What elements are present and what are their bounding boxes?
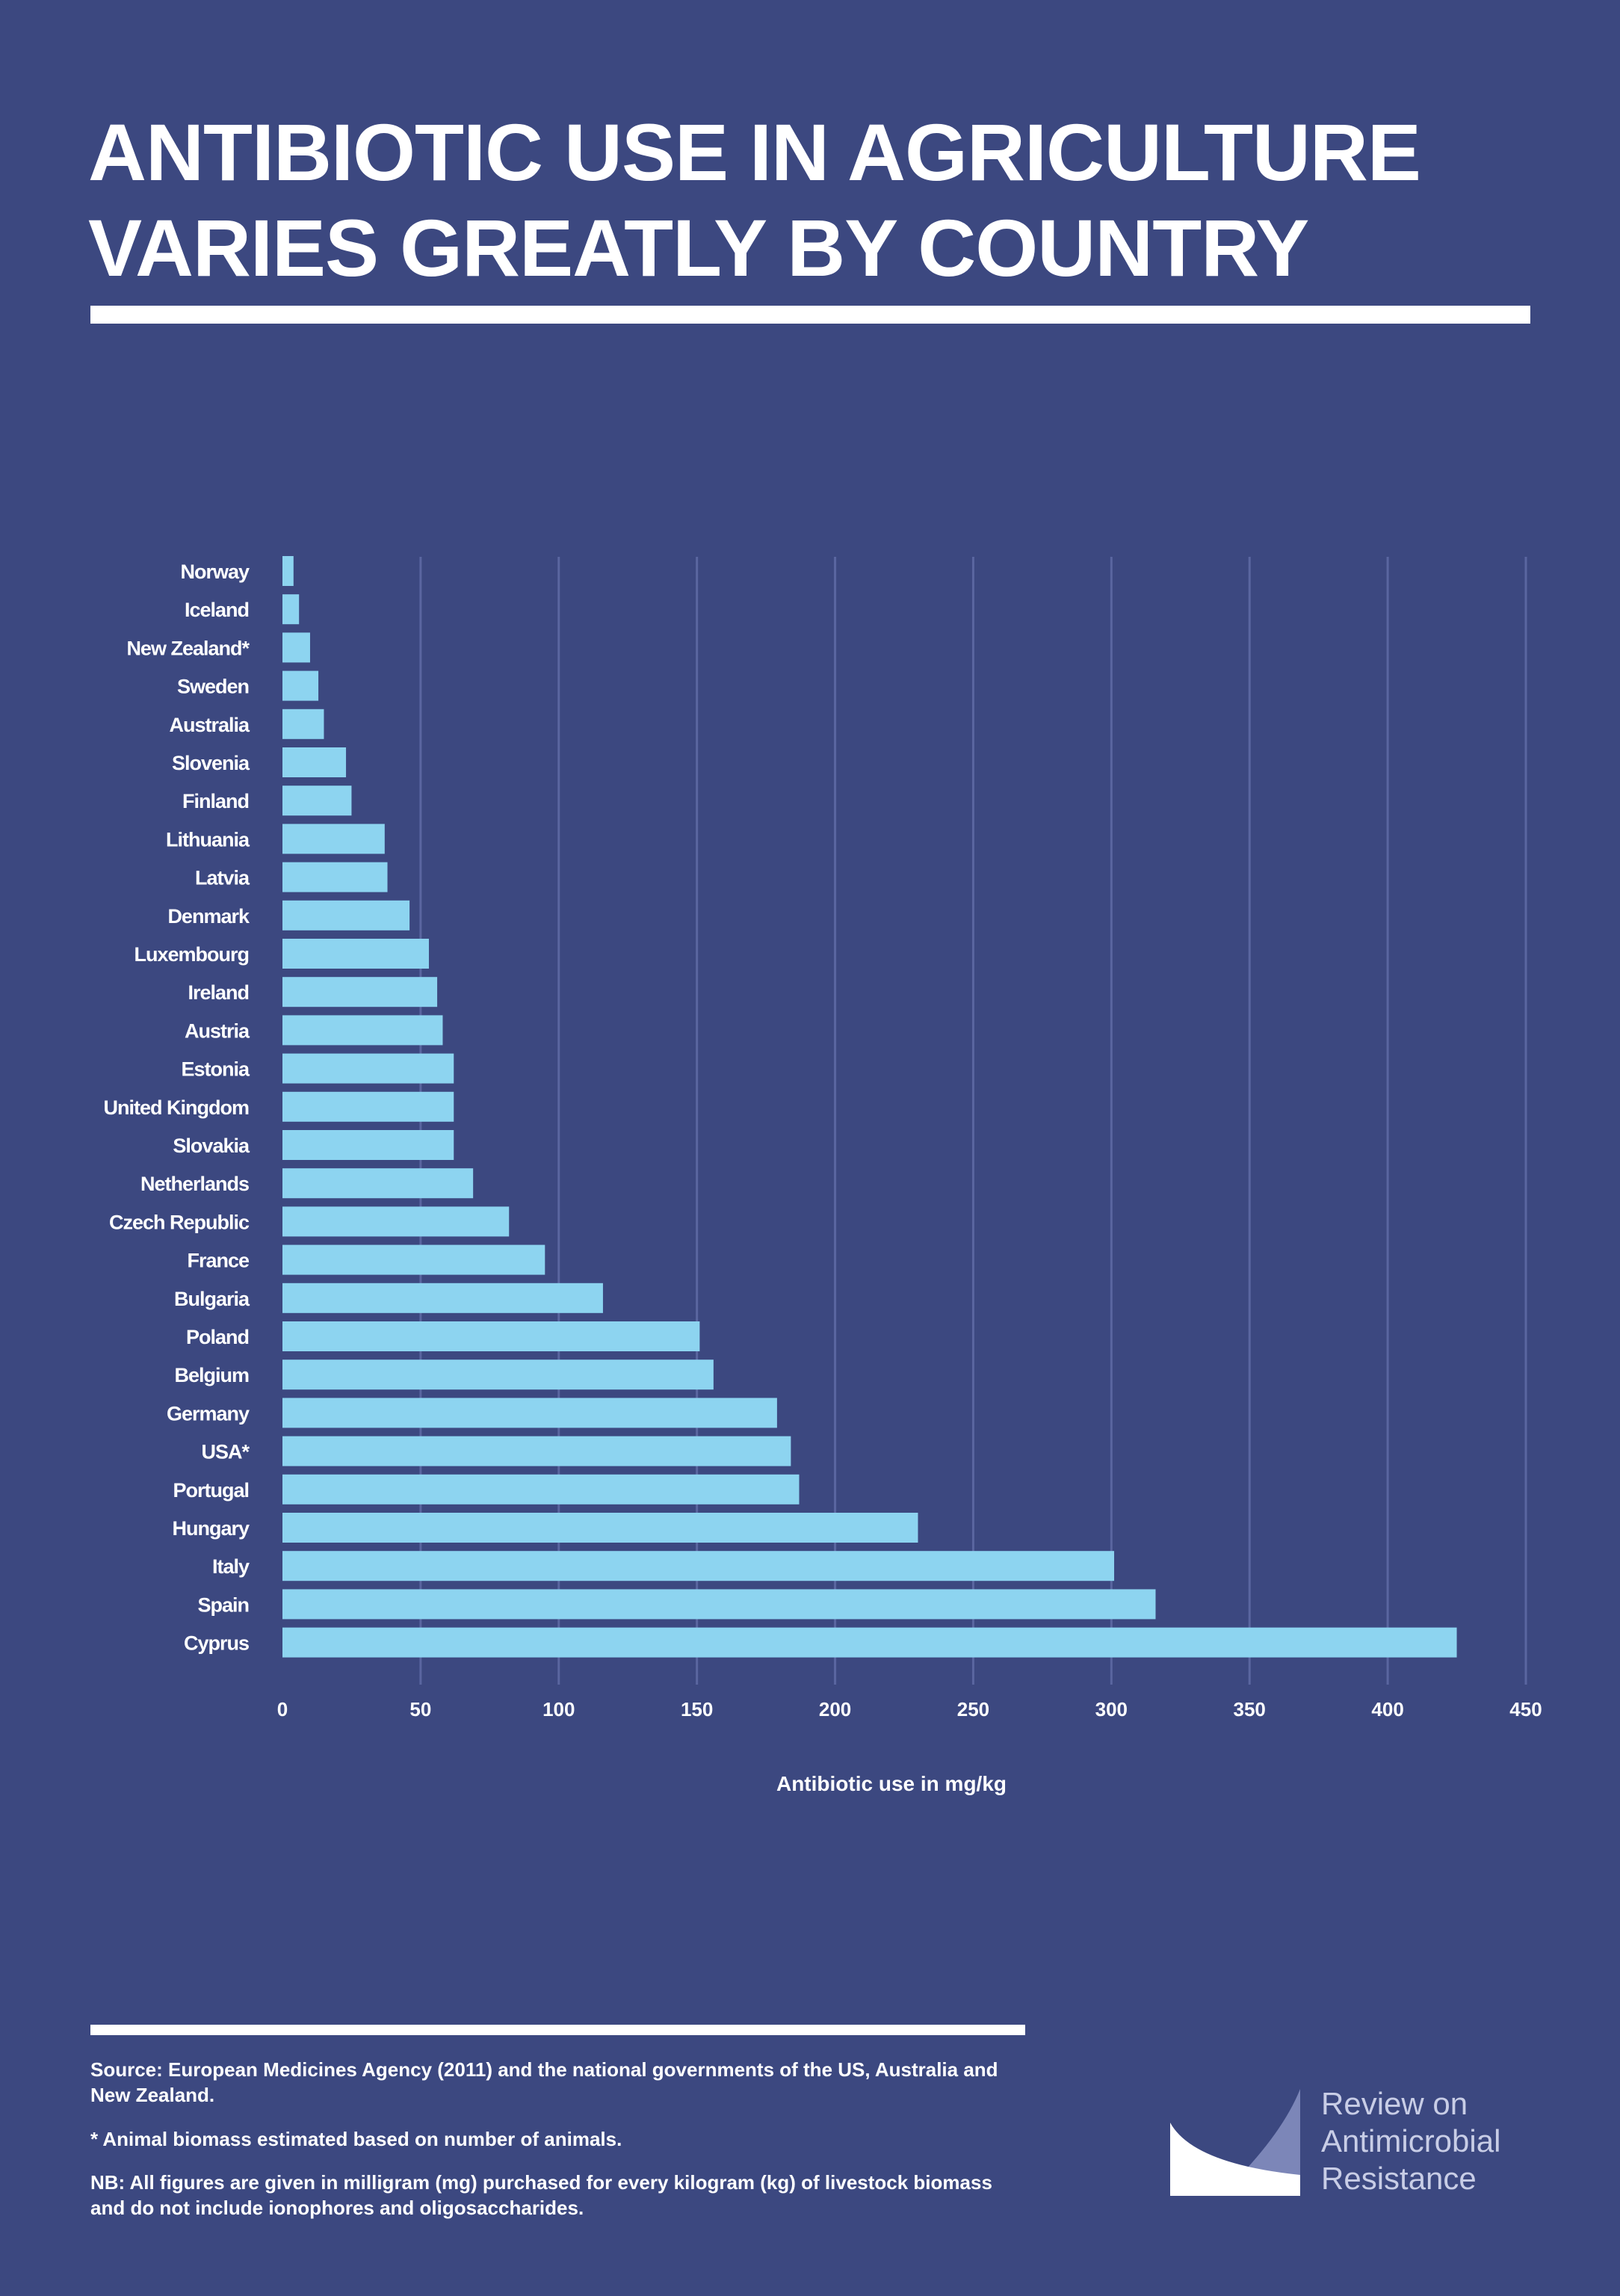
category-label: Slovakia xyxy=(173,1135,250,1157)
category-label: Hungary xyxy=(172,1517,250,1540)
bar xyxy=(282,1589,1156,1620)
bar xyxy=(282,1436,791,1466)
bar xyxy=(282,1053,454,1084)
x-tick-label: 0 xyxy=(277,1698,288,1721)
x-tick-label: 200 xyxy=(819,1698,851,1721)
category-label: France xyxy=(187,1250,250,1272)
bar xyxy=(282,1015,443,1046)
x-tick-label: 350 xyxy=(1234,1698,1266,1721)
bar xyxy=(282,1206,510,1237)
bar xyxy=(282,862,388,892)
category-label: Czech Republic xyxy=(109,1211,250,1233)
bar xyxy=(282,594,300,625)
category-label: Cyprus xyxy=(184,1632,249,1655)
footnote-biomass: * Animal biomass estimated based on numb… xyxy=(90,2128,622,2150)
x-tick-label: 50 xyxy=(409,1698,431,1721)
bar xyxy=(282,1130,454,1160)
logo-text: Review on Antimicrobial Resistance xyxy=(1321,2085,1500,2197)
logo-line: Review on xyxy=(1321,2086,1468,2121)
title-line-1: ANTIBIOTIC USE IN AGRICULTURE xyxy=(88,107,1421,197)
category-label: Ireland xyxy=(188,981,249,1004)
category-label: Lithuania xyxy=(166,828,250,851)
bar xyxy=(282,709,324,739)
category-label: Austria xyxy=(185,1019,250,1042)
logo-line: Antimicrobial xyxy=(1321,2123,1501,2158)
bar xyxy=(282,1627,1457,1658)
logo-icon xyxy=(1170,2089,1300,2196)
x-axis-label: Antibiotic use in mg/kg xyxy=(776,1772,1007,1795)
category-label: Iceland xyxy=(185,599,249,621)
category-label: Australia xyxy=(169,714,250,736)
category-label: USA* xyxy=(201,1441,250,1463)
bar xyxy=(282,1513,918,1543)
bar xyxy=(282,670,319,701)
bar xyxy=(282,977,438,1007)
bar xyxy=(282,747,347,777)
category-label: Poland xyxy=(186,1326,249,1348)
bar xyxy=(282,939,429,969)
category-label: Slovenia xyxy=(172,752,250,774)
category-label: Netherlands xyxy=(140,1173,249,1195)
x-tick-label: 150 xyxy=(681,1698,713,1721)
category-label: Bulgaria xyxy=(174,1288,250,1310)
category-label: Italy xyxy=(212,1555,250,1578)
bar xyxy=(282,1551,1115,1581)
source-note: Source: European Medicines Agency (2011)… xyxy=(90,2058,998,2106)
page-title: ANTIBIOTIC USE IN AGRICULTURE VARIES GRE… xyxy=(88,105,1421,296)
bar xyxy=(282,632,310,663)
bar-chart: 0 50 100 150 200 250 300 350 400 450 Norway Iceland… xyxy=(104,556,1542,1795)
x-tick-label: 450 xyxy=(1509,1698,1542,1721)
category-label: Belgium xyxy=(174,1364,249,1386)
x-tick-label: 100 xyxy=(542,1698,575,1721)
x-tick-label: 400 xyxy=(1371,1698,1403,1721)
x-tick-label: 250 xyxy=(957,1698,989,1721)
bar xyxy=(282,900,410,931)
x-tick-label: 300 xyxy=(1095,1698,1128,1721)
title-line-2: VARIES GREATLY BY COUNTRY xyxy=(88,203,1309,293)
category-label: Latvia xyxy=(195,867,250,889)
bar xyxy=(282,1091,454,1122)
bar xyxy=(282,1244,545,1275)
category-label: Spain xyxy=(197,1593,249,1616)
category-label: Luxembourg xyxy=(134,943,249,966)
bar xyxy=(282,1474,800,1505)
bar xyxy=(282,1360,714,1390)
category-label: Germany xyxy=(167,1402,250,1425)
bar xyxy=(282,1398,777,1428)
category-label: Portugal xyxy=(173,1479,249,1502)
category-label: Finland xyxy=(182,790,249,812)
title-divider xyxy=(90,306,1530,324)
category-label: Denmark xyxy=(167,905,250,928)
footnote-units: NB: All figures are given in milligram (… xyxy=(90,2171,992,2219)
logo-line: Resistance xyxy=(1321,2161,1477,2196)
bar xyxy=(282,824,385,854)
bar xyxy=(282,1321,700,1351)
bar xyxy=(282,786,352,816)
category-label: Estonia xyxy=(181,1058,250,1081)
category-label: United Kingdom xyxy=(104,1096,249,1119)
footer-divider xyxy=(90,2025,1025,2035)
category-label: Sweden xyxy=(177,676,249,698)
category-label: New Zealand* xyxy=(126,637,250,659)
bar xyxy=(282,556,294,586)
bar xyxy=(282,1283,603,1313)
category-label: Norway xyxy=(180,561,250,583)
bar xyxy=(282,1168,474,1199)
